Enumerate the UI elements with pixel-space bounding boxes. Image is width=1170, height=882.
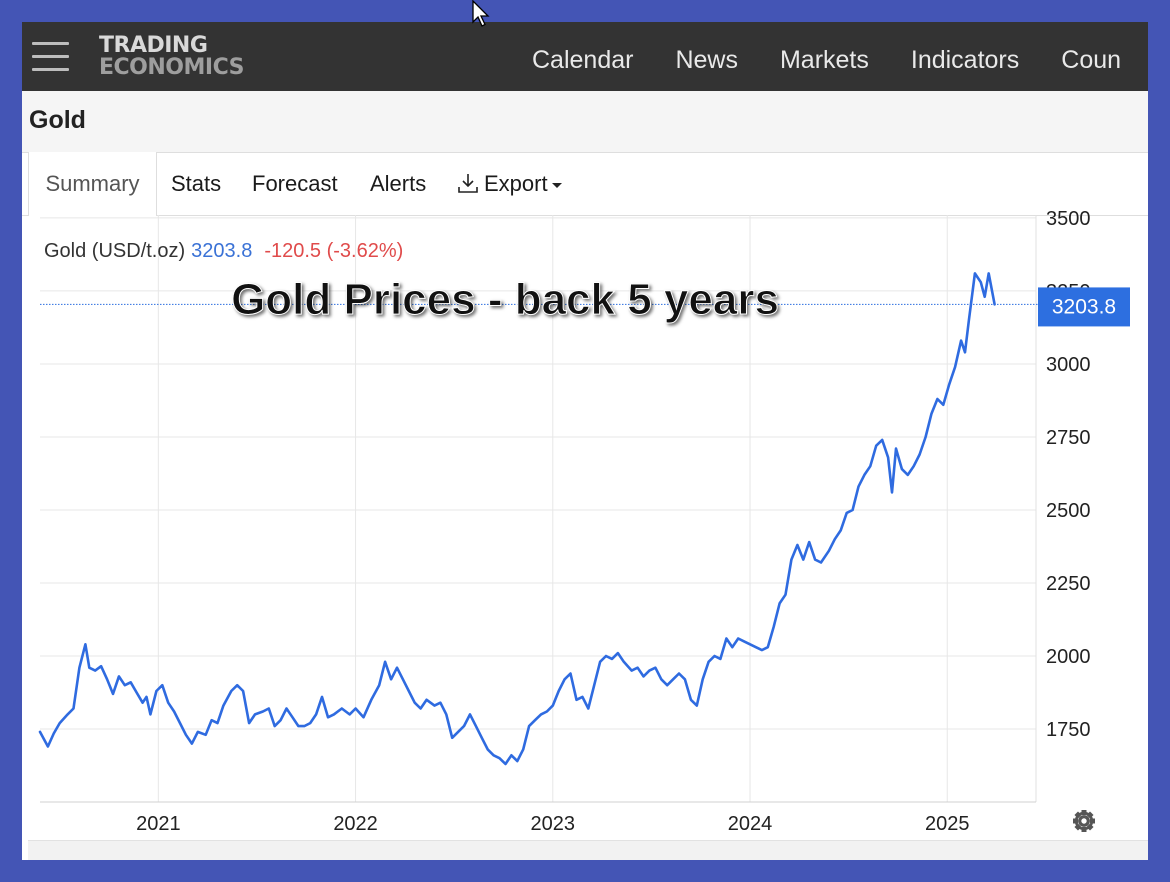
x-tick-label: 2024 (728, 813, 773, 835)
tab-summary-label: Summary (45, 171, 140, 196)
tab-export[interactable]: Export (456, 152, 562, 214)
nav-calendar[interactable]: Calendar (532, 46, 634, 74)
page-title: Gold (29, 106, 86, 134)
y-tick-label: 2750 (1046, 427, 1091, 449)
y-tick-label: 2000 (1046, 646, 1091, 668)
last-price-badge-bg (1038, 287, 1130, 327)
y-tick-label: 2500 (1046, 500, 1091, 522)
x-tick-label: 2022 (333, 813, 378, 835)
tab-forecast-label: Forecast (252, 171, 338, 196)
series-name: Gold (USD/t.oz) (44, 240, 185, 262)
price-value: 3203.8 (191, 240, 252, 262)
price-change: -120.5 (-3.62%) (264, 240, 403, 262)
y-gridlines (40, 217, 1036, 730)
y-tick-label: 3500 (1046, 208, 1091, 230)
tab-export-label: Export (484, 171, 548, 196)
x-tick-label: 2025 (925, 813, 970, 835)
gear-icon[interactable] (1073, 810, 1095, 832)
y-tick-label: 2250 (1046, 573, 1091, 595)
site-logo[interactable]: TRADING ECONOMICS (99, 35, 244, 79)
tab-bar: Summary Stats Forecast Alerts Export (22, 152, 1148, 216)
nav-countries[interactable]: Coun (1061, 46, 1122, 74)
menu-icon[interactable] (32, 42, 69, 72)
logo-line1: TRADING (99, 33, 208, 58)
tab-forecast[interactable]: Forecast (252, 152, 338, 214)
chevron-down-icon (551, 182, 562, 188)
tab-alerts[interactable]: Alerts (370, 152, 426, 214)
tab-alerts-label: Alerts (370, 171, 427, 196)
tab-stats[interactable]: Stats (171, 152, 221, 214)
nav-indicators[interactable]: Indicators (910, 46, 1020, 74)
nav-news[interactable]: News (675, 46, 738, 74)
x-tick-label: 2021 (136, 813, 181, 835)
browser-viewport: TRADING ECONOMICS Calendar News Markets … (22, 22, 1148, 860)
title-bar: Gold (22, 91, 1148, 153)
top-navbar: TRADING ECONOMICS Calendar News Markets … (22, 22, 1148, 91)
mouse-cursor-icon (472, 0, 490, 27)
nav-markets[interactable]: Markets (779, 46, 869, 74)
download-icon (458, 174, 478, 193)
chart-title: Gold Prices - back 5 years (231, 275, 779, 324)
bottom-strip (28, 840, 1148, 860)
main-nav: Calendar News Markets Indicators Coun (532, 22, 1148, 91)
logo-line2: ECONOMICS (99, 55, 244, 80)
price-chart[interactable]: 17502000225025002750300032503500 2021202… (22, 22, 1148, 840)
tab-summary[interactable]: Summary (28, 152, 157, 216)
x-tick-label: 2023 (531, 813, 576, 835)
gold-price-line (38, 272, 996, 766)
y-tick-label: 1750 (1046, 719, 1091, 741)
x-axis-labels: 2021 2022 2023 2024 2025 (136, 813, 969, 835)
tab-stats-label: Stats (171, 171, 222, 196)
legend: Gold (USD/t.oz) 3203.8 -120.5 (-3.62%) (44, 240, 403, 262)
last-price-badge: 3203.8 (1038, 287, 1130, 327)
y-tick-label: 3000 (1046, 354, 1091, 376)
last-price-badge-text: 3203.8 (1052, 295, 1116, 318)
